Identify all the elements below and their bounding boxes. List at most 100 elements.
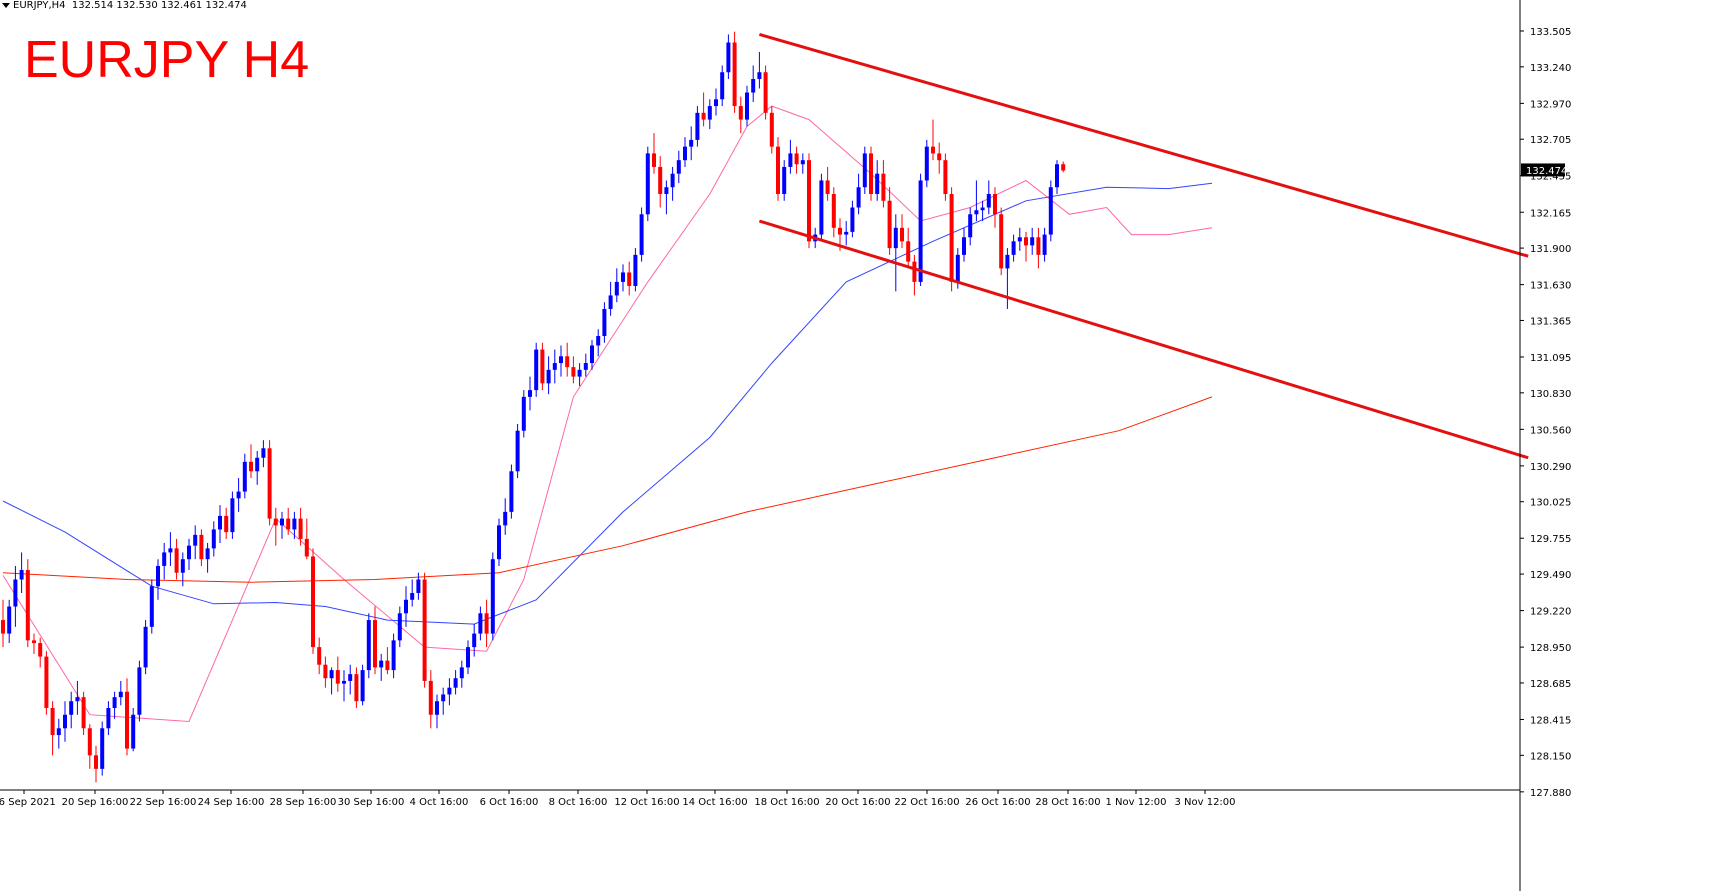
candle-body [720, 72, 725, 100]
candle-body [546, 369, 551, 384]
y-tick-label: 131.900 [1530, 244, 1571, 255]
candle-body [540, 349, 545, 384]
candle-body [819, 180, 824, 235]
candle-body [695, 112, 700, 140]
ma-line-2 [2, 396, 1213, 583]
candle-body [689, 139, 694, 147]
candle-body [404, 599, 408, 614]
candle-body [1061, 164, 1066, 171]
candle-body [1005, 254, 1010, 269]
candle-body [329, 670, 334, 679]
candle-body [205, 548, 210, 560]
candle-body [50, 707, 55, 736]
candle-body [825, 180, 830, 194]
candle-body [453, 678, 458, 688]
candle-body [323, 664, 328, 679]
candle-body [745, 92, 749, 120]
candle-body [317, 647, 322, 665]
candle-body [311, 556, 315, 648]
candle-body [137, 667, 142, 715]
candle-body [559, 356, 563, 364]
candle-body [596, 336, 601, 346]
candle-body [497, 525, 501, 560]
y-tick-label: 132.435 [1530, 172, 1571, 183]
candle-body [608, 295, 613, 309]
channel-line-0 [758, 32, 1529, 258]
candle-body [484, 613, 489, 634]
candle-body [627, 272, 632, 286]
x-tick-label: 6 Oct 16:00 [480, 797, 539, 808]
y-tick-label: 131.095 [1530, 353, 1571, 364]
candle-body [373, 620, 377, 668]
y-tick-label: 130.290 [1530, 462, 1571, 473]
candle-body [180, 559, 185, 573]
candle-body [422, 579, 427, 681]
y-tick-label: 128.950 [1530, 643, 1571, 654]
candle-body [261, 448, 266, 458]
x-tick-label: 22 Sep 16:00 [130, 797, 197, 808]
candle-body [757, 72, 762, 80]
candle-body [875, 173, 880, 194]
candle-body [962, 237, 966, 255]
candle-body [379, 660, 384, 668]
candle-body [856, 187, 861, 208]
candle-body [521, 396, 526, 431]
candle-body [893, 227, 898, 249]
candle-body [174, 548, 179, 573]
x-tick-label: 18 Oct 16:00 [754, 797, 819, 808]
candle-body [614, 281, 619, 296]
x-tick-label: 26 Oct 16:00 [965, 797, 1030, 808]
candle-body [633, 254, 638, 286]
x-tick-label: 24 Sep 16:00 [198, 797, 265, 808]
candle-body [354, 674, 359, 702]
candle-body [441, 694, 446, 702]
trend-channel [758, 32, 1529, 460]
candle-body [87, 728, 92, 756]
y-tick-label: 128.415 [1530, 715, 1571, 726]
candle-body [75, 697, 80, 702]
candle-body [230, 498, 235, 533]
candle-body [38, 643, 43, 657]
candle-body [670, 173, 675, 188]
candle-body [924, 146, 929, 181]
candle-body [131, 714, 136, 749]
candle-body [267, 448, 272, 519]
candle-body [236, 491, 241, 499]
candle-body [410, 593, 415, 600]
candle-body [664, 187, 669, 194]
candle-body [1011, 241, 1016, 255]
x-tick-label: 4 Oct 16:00 [410, 797, 469, 808]
dropdown-triangle-icon[interactable] [2, 2, 10, 8]
candle-body [224, 515, 229, 533]
candle-body [44, 656, 49, 708]
candle-body [999, 214, 1004, 269]
candle-body [509, 471, 514, 512]
candle-body [1048, 187, 1053, 235]
candle-body [918, 180, 923, 282]
candle-body [286, 518, 291, 530]
candle-body [751, 79, 756, 93]
candle-body [1, 620, 5, 634]
candle-body [676, 160, 681, 174]
y-tick-label: 128.685 [1530, 679, 1571, 690]
candle-body [652, 153, 656, 167]
candle-body [862, 153, 867, 188]
candle-body [683, 146, 687, 161]
moving-averages [2, 105, 1213, 723]
candle-body [292, 518, 297, 530]
y-tick-label: 132.165 [1530, 208, 1571, 219]
y-tick-label: 132.970 [1530, 99, 1571, 110]
candle-body [69, 701, 74, 715]
x-tick-label: 30 Sep 16:00 [338, 797, 405, 808]
candle-body [955, 254, 960, 282]
candle-body [869, 153, 873, 194]
candle-body [211, 529, 216, 549]
candle-body [298, 518, 303, 539]
candle-body [769, 112, 774, 147]
candle-body [459, 667, 464, 679]
candle-body [472, 633, 477, 648]
candle-body [249, 461, 253, 472]
candle-body [937, 153, 942, 161]
